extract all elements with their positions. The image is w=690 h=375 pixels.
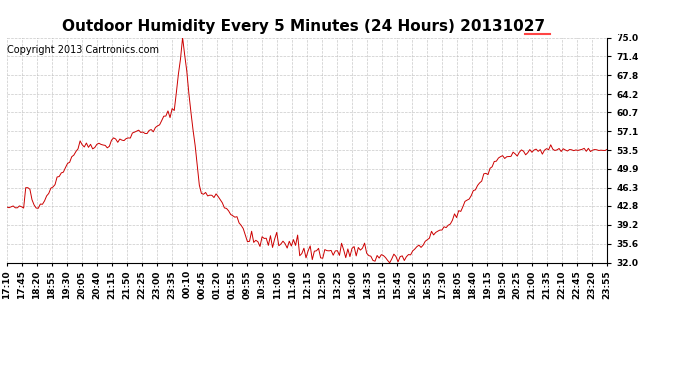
Text: Humidity  (%): Humidity (%) [555,29,625,38]
Text: Copyright 2013 Cartronics.com: Copyright 2013 Cartronics.com [7,45,159,55]
Text: Outdoor Humidity Every 5 Minutes (24 Hours) 20131027: Outdoor Humidity Every 5 Minutes (24 Hou… [62,19,545,34]
